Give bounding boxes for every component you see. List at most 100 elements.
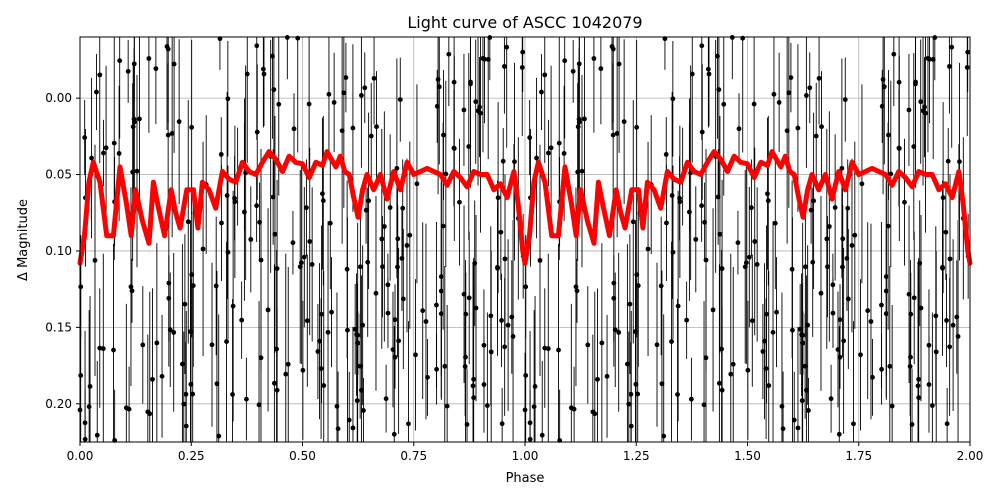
data-point xyxy=(746,254,752,260)
data-point xyxy=(499,421,505,427)
data-point xyxy=(719,387,725,393)
data-point xyxy=(394,165,400,171)
data-point xyxy=(216,433,222,439)
data-point xyxy=(244,396,249,402)
data-point xyxy=(654,342,660,348)
data-point xyxy=(244,71,250,77)
data-point xyxy=(913,81,918,87)
data-point xyxy=(164,44,170,49)
data-point xyxy=(770,329,776,335)
data-point xyxy=(219,220,224,226)
data-point xyxy=(466,144,472,149)
data-point xyxy=(261,71,267,77)
y-tick-label: 0.20 xyxy=(45,397,72,411)
data-point xyxy=(701,402,707,408)
data-point xyxy=(614,131,620,136)
data-point xyxy=(379,236,385,242)
data-point xyxy=(826,224,832,229)
data-point xyxy=(285,361,291,367)
data-point xyxy=(609,44,615,49)
data-point xyxy=(870,374,875,380)
data-point xyxy=(749,318,755,324)
data-point xyxy=(298,260,304,266)
data-point xyxy=(484,403,490,408)
data-point xyxy=(556,347,561,353)
data-point xyxy=(689,71,695,77)
data-point xyxy=(116,151,122,156)
data-point xyxy=(446,51,452,57)
data-point xyxy=(502,344,508,350)
data-point xyxy=(397,97,403,103)
data-point xyxy=(274,387,280,393)
data-point xyxy=(840,264,845,270)
data-point xyxy=(772,220,778,226)
data-point xyxy=(851,421,856,427)
data-point xyxy=(763,366,769,372)
data-point xyxy=(153,66,159,72)
data-point xyxy=(339,128,345,134)
data-point xyxy=(343,75,349,81)
x-tick-label: 1.00 xyxy=(512,449,539,463)
data-point xyxy=(180,361,185,367)
data-point xyxy=(380,264,385,270)
data-point xyxy=(82,420,88,426)
data-point xyxy=(730,361,736,367)
data-point xyxy=(505,322,511,328)
data-point xyxy=(944,318,949,323)
data-point xyxy=(300,367,306,373)
data-point xyxy=(880,76,886,82)
data-point xyxy=(140,342,146,348)
data-point xyxy=(396,338,402,344)
data-point xyxy=(599,340,605,346)
data-point xyxy=(130,124,136,130)
data-point xyxy=(291,126,297,132)
y-axis-ticks: 0.00 0.05 0.10 0.15 0.20 xyxy=(45,91,80,411)
data-point xyxy=(502,256,508,262)
data-point xyxy=(595,376,600,382)
data-point xyxy=(360,322,366,328)
x-tick-label: 0.75 xyxy=(400,449,427,463)
data-point xyxy=(943,229,949,235)
data-point xyxy=(434,366,439,372)
data-point xyxy=(346,417,352,423)
data-point xyxy=(957,159,962,165)
data-point xyxy=(190,283,196,289)
data-point xyxy=(795,125,801,131)
data-point xyxy=(684,317,690,323)
data-point xyxy=(254,129,260,135)
data-point xyxy=(542,72,548,78)
data-point xyxy=(117,58,123,64)
data-point xyxy=(354,398,360,404)
data-point xyxy=(495,265,500,271)
data-point xyxy=(189,124,195,130)
data-point xyxy=(859,181,865,187)
data-point xyxy=(592,411,598,417)
data-point xyxy=(154,340,160,346)
data-point xyxy=(579,168,585,174)
data-point xyxy=(352,326,358,332)
data-point xyxy=(125,68,131,74)
data-point xyxy=(818,290,824,296)
data-point xyxy=(276,101,282,107)
data-point xyxy=(471,376,477,382)
data-point xyxy=(804,93,809,98)
data-point xyxy=(301,254,307,260)
data-point xyxy=(545,346,551,352)
data-point xyxy=(254,203,260,209)
data-point xyxy=(658,283,664,289)
data-point xyxy=(274,346,279,352)
data-point xyxy=(283,371,289,377)
data-point xyxy=(128,284,134,290)
data-point xyxy=(699,203,705,209)
data-point xyxy=(645,246,651,252)
data-point xyxy=(304,318,310,324)
data-point xyxy=(830,282,836,288)
data-point xyxy=(799,398,805,404)
data-point xyxy=(166,280,172,286)
data-point xyxy=(824,236,830,242)
data-point xyxy=(190,391,196,397)
data-point xyxy=(214,381,220,387)
data-point xyxy=(318,366,324,372)
data-point xyxy=(315,349,321,354)
data-point xyxy=(621,119,627,125)
